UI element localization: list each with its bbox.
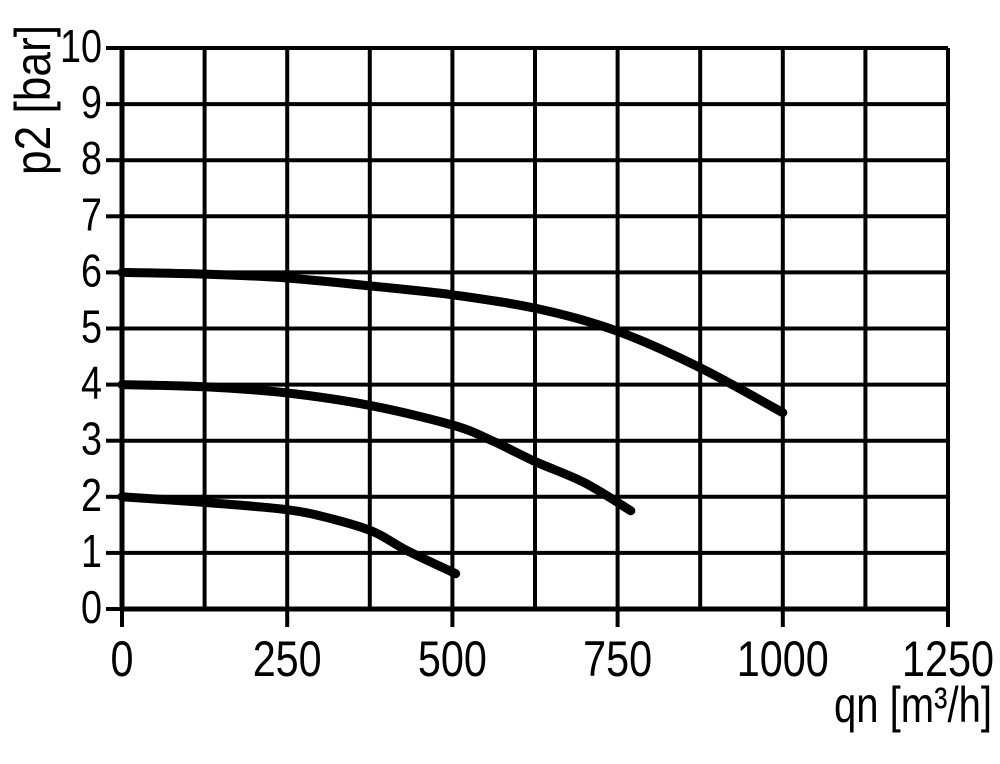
x-tick-label: 1000 [737, 631, 829, 687]
y-tick-label: 2 [81, 469, 102, 521]
x-tick-label: 1250 [902, 631, 994, 687]
curve-inlet-4bar [117, 380, 636, 516]
x-tick-label: 750 [583, 631, 652, 687]
curve-inlet-6bar [117, 267, 788, 418]
y-tick-label: 8 [81, 132, 102, 184]
y-tick-label: 9 [81, 76, 102, 128]
curve-inlet-2bar [117, 492, 461, 579]
y-tick-label: 10 [60, 20, 102, 72]
x-axis-title: qn [m³/h] [834, 677, 992, 733]
y-tick-label: 5 [81, 301, 102, 353]
y-tick-label: 0 [81, 581, 102, 633]
y-tick-label: 1 [81, 525, 102, 577]
x-tick-label: 500 [418, 631, 487, 687]
y-tick-label: 4 [81, 357, 102, 409]
y-axis-title: p2 [bar] [5, 25, 61, 175]
x-tick-label: 0 [111, 631, 134, 687]
x-tick-label: 250 [253, 631, 322, 687]
y-tick-label: 6 [81, 244, 102, 296]
y-tick-label: 3 [81, 413, 102, 465]
y-tick-label: 7 [81, 188, 102, 240]
